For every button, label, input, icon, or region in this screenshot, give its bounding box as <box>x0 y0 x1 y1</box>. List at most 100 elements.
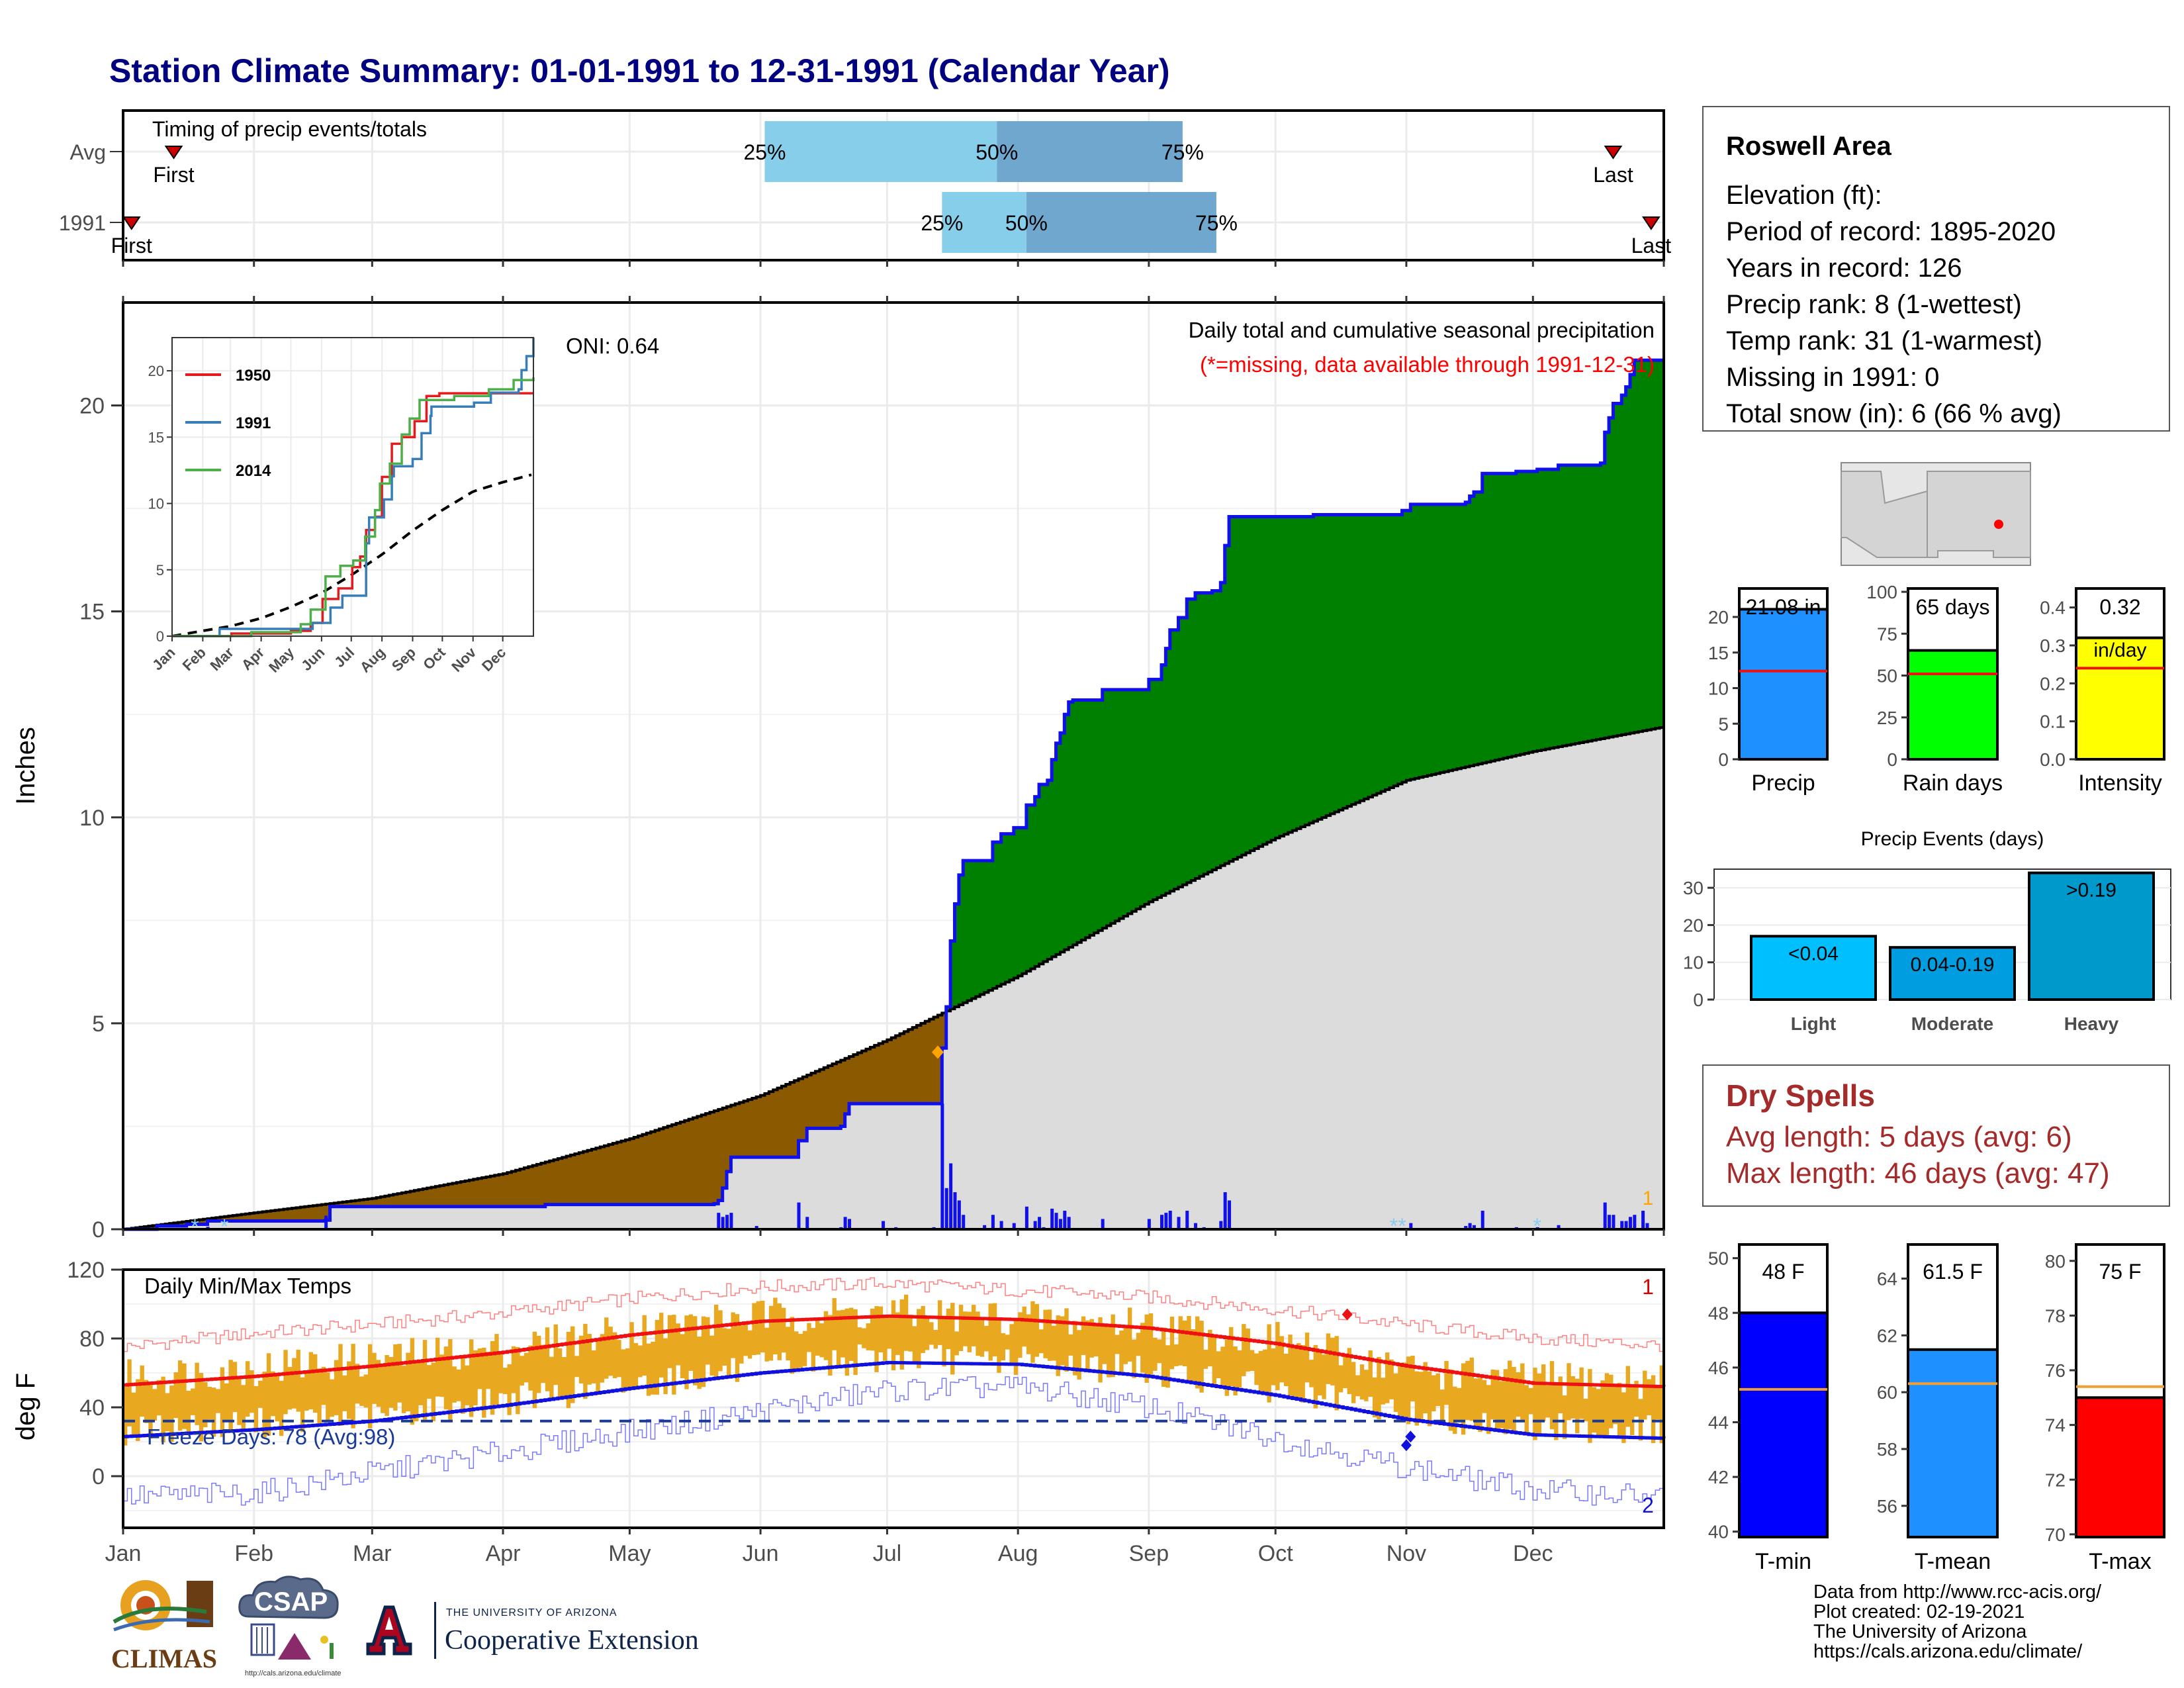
daily-precip-bar <box>1038 1217 1042 1229</box>
csap-url: http://cals.arizona.edu/climate <box>245 1669 341 1677</box>
daily-precip-bar <box>848 1219 852 1229</box>
temp-mean-0-y-tick-label: 50 <box>1708 1248 1729 1269</box>
station-snow: Total snow (in): 6 (66 % avg) <box>1726 399 2062 428</box>
timing-q25-q50-bar <box>942 192 1026 253</box>
daily-precip-bar <box>1557 1225 1561 1229</box>
event-category-label: Light <box>1791 1013 1836 1034</box>
temp-x-tick-label: Apr <box>486 1541 521 1566</box>
csap-cloud-icon <box>238 1575 339 1660</box>
daily-precip-bar <box>1168 1211 1172 1229</box>
daily-precip-bar <box>1608 1215 1612 1229</box>
snow-mark: * <box>1390 1214 1398 1238</box>
events-y-tick-label: 0 <box>1693 990 1704 1010</box>
inset-legend-label: 1991 <box>236 414 271 432</box>
daily-precip-bar <box>1641 1211 1645 1229</box>
temp-x-tick-label: Dec <box>1513 1541 1553 1566</box>
inset-legend-label: 1950 <box>236 367 271 385</box>
total-0-y-tick-label: 5 <box>1718 714 1729 734</box>
temp-y-tick-label: 0 <box>92 1464 105 1489</box>
climas-emblem-icon <box>113 1580 213 1632</box>
timing-row-label: Avg <box>69 140 106 164</box>
station-name: Roswell Area <box>1726 132 1891 161</box>
temp-record-mark-icon <box>1405 1430 1416 1443</box>
ua-divider <box>434 1602 436 1659</box>
timing-q50-q75-bar <box>1026 192 1216 253</box>
event-bar-label: <0.04 <box>1788 943 1839 964</box>
events-y-tick-label: 10 <box>1683 953 1704 973</box>
daily-precip-bar <box>1603 1202 1607 1229</box>
inset-y-tick-label: 10 <box>148 496 164 512</box>
total-0-value: 21.08 in <box>1746 595 1821 619</box>
temp-mean-0-bar <box>1738 1311 1829 1538</box>
inset-y-tick-label: 15 <box>148 429 164 445</box>
temp-x-tick-label: Jul <box>873 1541 901 1566</box>
temp-mean-1-bar <box>1907 1348 1999 1539</box>
daily-precip-bar <box>940 1103 944 1229</box>
daily-precip-bar <box>1067 1217 1071 1229</box>
temp-y-tick-label: 80 <box>79 1327 105 1352</box>
daily-precip-bar <box>1160 1215 1164 1229</box>
snow-mark: * <box>1533 1214 1541 1238</box>
precip-y-tick-label: 0 <box>92 1217 105 1243</box>
station-elevation: Elevation (ft): <box>1726 181 1882 210</box>
temp-mean-2-y-tick-label: 74 <box>2045 1415 2066 1436</box>
temp-mean-2-value: 75 F <box>2099 1260 2141 1284</box>
events-title: Precip Events (days) <box>1861 828 2044 850</box>
temp-mean-1-y-tick-label: 58 <box>1877 1439 1897 1460</box>
daily-precip-bar <box>1645 1223 1649 1229</box>
station-missing: Missing in 1991: 0 <box>1726 363 1940 392</box>
dry-spells-max: Max length: 46 days (avg: 47) <box>1726 1157 2110 1190</box>
daily-precip-bar <box>1050 1208 1054 1229</box>
footer-data-source: Data from http://www.rcc-acis.org/ <box>1813 1581 2102 1603</box>
daily-precip-bar <box>1468 1223 1472 1229</box>
csap-logo: CSAP http://cals.arizona.edu/climate <box>232 1570 351 1683</box>
daily-precip-bar <box>1033 1221 1037 1229</box>
station-period: Period of record: 1895-2020 <box>1726 217 2056 246</box>
daily-precip-bar <box>725 1215 729 1229</box>
temp-x-tick-label: Oct <box>1258 1541 1293 1566</box>
temp-x-tick-label: Sep <box>1129 1541 1169 1566</box>
timing-first-label: First <box>111 234 152 258</box>
temp-y-tick-label: 40 <box>79 1395 105 1421</box>
footer-university: The University of Arizona <box>1813 1621 2027 1642</box>
daily-precip-bar <box>1219 1221 1223 1229</box>
precip-panel-border <box>122 301 1665 1231</box>
precip-y-tick-label: 5 <box>92 1011 105 1037</box>
total-0-y-tick-label: 20 <box>1708 607 1729 628</box>
event-category-label: Moderate <box>1911 1013 1993 1034</box>
total-0-label: Precip <box>1751 771 1815 796</box>
temp-y-tick-label: 120 <box>67 1258 105 1283</box>
daily-precip-bar <box>991 1215 995 1229</box>
temp-x-tick-label: Aug <box>998 1541 1038 1566</box>
daily-precip-bar <box>1058 1219 1062 1229</box>
temp-mean-0-y-tick-label: 42 <box>1708 1467 1729 1487</box>
total-1-bar <box>1907 649 1999 761</box>
temp-y-axis-title: deg F <box>11 1373 40 1440</box>
inset-y-tick-label: 20 <box>148 363 164 379</box>
temp-mean-1-value: 61.5 F <box>1923 1260 1983 1284</box>
new-mexico-shape <box>1927 471 2031 558</box>
ua-extension: Cooperative Extension <box>445 1625 699 1656</box>
snow-mark: * <box>191 1215 199 1239</box>
daily-precip-bar <box>1480 1211 1484 1229</box>
total-2-y-tick-label: 0.4 <box>2040 598 2066 618</box>
daily-precip-bar <box>1177 1217 1181 1229</box>
temp-x-tick-label: Jan <box>105 1541 142 1566</box>
temp-mean-2-bar <box>2075 1396 2165 1539</box>
temp-x-tick-label: May <box>608 1541 651 1566</box>
event-bar-label: >0.19 <box>2066 880 2116 902</box>
average-cumulative-line <box>123 726 1665 1231</box>
page-title: Station Climate Summary: 01-01-1991 to 1… <box>109 52 1170 89</box>
temp-title: Daily Min/Max Temps <box>144 1274 351 1298</box>
timing-last-marker-icon <box>1604 146 1623 160</box>
inset-legend-label: 2014 <box>236 462 271 480</box>
timing-label-25: 25% <box>743 140 786 164</box>
timing-first-label: First <box>153 163 194 187</box>
daily-precip-bar <box>797 1202 801 1229</box>
daily-precip-bar <box>962 1215 966 1229</box>
daily-precip-bar <box>1633 1215 1637 1229</box>
temp-mean-2-y-tick-label: 80 <box>2045 1251 2066 1272</box>
precip-subtitle: (*=missing, data available through 1991-… <box>1200 352 1655 377</box>
total-0-y-tick-label: 10 <box>1708 679 1729 699</box>
daily-precip-bar <box>1620 1221 1624 1229</box>
